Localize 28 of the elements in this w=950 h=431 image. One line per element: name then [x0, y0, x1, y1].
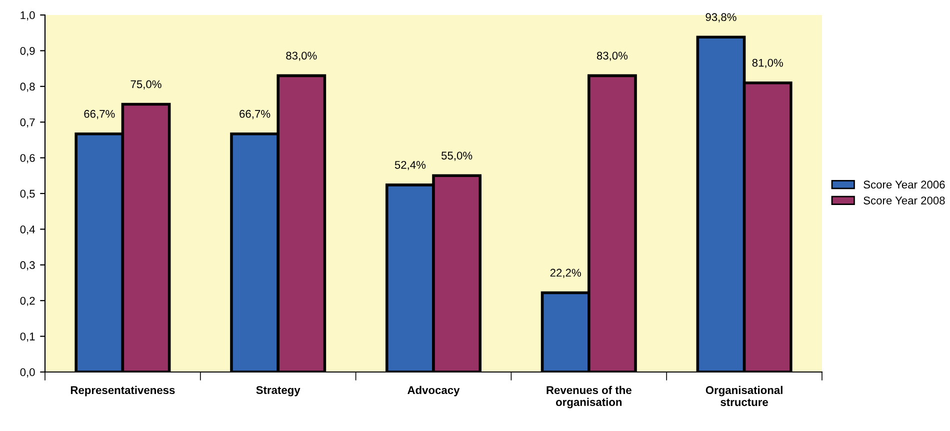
data-label: 66,7%	[84, 110, 115, 120]
data-label: 55,0%	[442, 152, 472, 161]
legend-label: Score Year 2008	[864, 196, 945, 204]
y-tick-label: 0,6	[20, 154, 35, 164]
x-tick-label: Advocacy	[408, 386, 460, 396]
y-tick-label: 0,9	[20, 46, 35, 56]
y-tick-label: 0,5	[20, 190, 35, 199]
y-tick-label: 0,7	[20, 118, 35, 128]
y-tick-label: 0,0	[20, 368, 35, 378]
data-label: 81,0%	[752, 58, 783, 68]
data-label: 83,0%	[596, 52, 628, 61]
y-tick-label: 0,4	[20, 225, 35, 235]
legend-label: Score Year 2006	[864, 180, 945, 189]
data-label: 83,0%	[286, 52, 317, 61]
data-label: 66,7%	[240, 110, 270, 120]
y-tick-label: 0,1	[20, 332, 35, 342]
y-tick-label: 0,3	[20, 261, 35, 270]
y-tick-label: 0,2	[20, 296, 35, 306]
x-tick-label: Strategy	[256, 386, 300, 396]
y-tick-label: 1,0	[20, 11, 35, 20]
data-label: 93,8%	[706, 13, 736, 22]
data-label: 75,0%	[130, 80, 162, 90]
data-label: 52,4%	[394, 160, 426, 170]
x-tick-label: Representativeness	[70, 386, 175, 396]
y-tick-label: 0,8	[20, 82, 35, 92]
x-tick-label: Revenues of the organisation	[546, 386, 632, 408]
data-label: 22,2%	[550, 268, 581, 278]
x-tick-label: Organisational structure	[706, 386, 782, 406]
